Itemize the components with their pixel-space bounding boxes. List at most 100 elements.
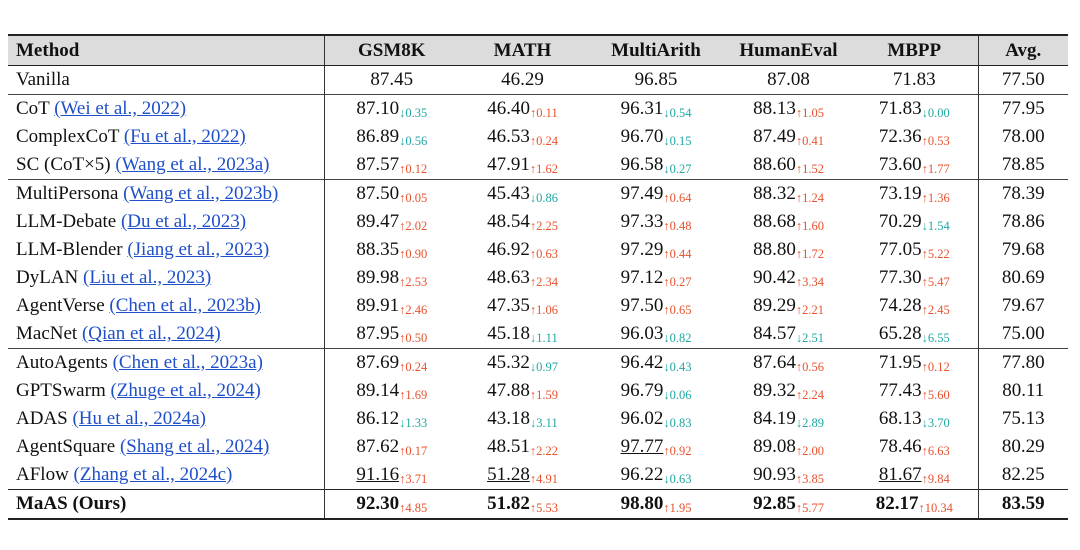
delta-decrease: ↓3.70 [921, 416, 950, 430]
score-value: 97.49 [620, 183, 664, 204]
method-cell: AFlow (Zhang et al., 2024c) [8, 461, 324, 490]
score-cell: 97.49↑0.64 [586, 179, 726, 208]
score-value: 46.40 [487, 98, 531, 119]
score-cell: 89.08↑2.00 [726, 433, 851, 461]
score-value: 88.32 [753, 183, 796, 204]
score-value: 89.91 [356, 295, 400, 316]
delta-decrease: ↓2.51 [795, 331, 824, 345]
delta-increase: ↑3.34 [795, 275, 824, 289]
delta-decrease: ↓0.06 [663, 388, 692, 402]
citation-link[interactable]: (Zhang et al., 2024c) [73, 464, 233, 485]
score-cell: 96.03↓0.82 [586, 320, 726, 349]
score-value: 97.77 [620, 436, 664, 457]
score-cell: 96.31↓0.54 [586, 94, 726, 123]
header-humaneval: HumanEval [726, 35, 851, 66]
delta-increase: ↑10.34 [918, 501, 953, 515]
delta-increase: ↑0.92 [663, 444, 692, 458]
score-value: 45.32 [487, 352, 530, 373]
score-cell: 71.95↑0.12 [851, 348, 978, 377]
score-cell: 97.50↑0.65 [586, 292, 726, 320]
delta-decrease: ↓0.27 [663, 162, 692, 176]
score-cell: 86.12↓1.33 [323, 405, 459, 433]
score-cell: 71.83↓0.00 [851, 94, 978, 123]
score-value: 77.05 [878, 239, 922, 260]
delta-decrease: ↓6.55 [921, 331, 950, 345]
score-value: 87.64 [753, 352, 796, 373]
score-value: 47.88 [487, 380, 530, 401]
score-cell: 91.16↑3.71 [323, 461, 459, 490]
score-cell: 71.83 [851, 65, 978, 95]
method-cell: AgentSquare (Shang et al., 2024) [8, 433, 324, 461]
score-value: 73.60 [878, 154, 922, 175]
score-value: 51.82 [487, 493, 530, 514]
score-cell: 96.02↓0.83 [586, 405, 726, 433]
delta-increase: ↑0.24 [529, 134, 558, 148]
score-value: 91.16 [356, 464, 400, 485]
score-cell: 87.62↑0.17 [323, 433, 459, 461]
score-cell: 45.43↓0.86 [459, 179, 586, 208]
table-header-row: Method GSM8K MATH MultiArith HumanEval M… [8, 35, 1068, 66]
score-cell: 73.60↑1.77 [851, 151, 978, 180]
delta-increase: ↑1.77 [921, 162, 950, 176]
citation-link[interactable]: (Qian et al., 2024) [81, 323, 221, 344]
citation-link[interactable]: (Fu et al., 2022) [123, 126, 246, 147]
score-value: 73.19 [878, 183, 922, 204]
score-value: 87.95 [356, 323, 400, 344]
score-cell: 70.29↓1.54 [851, 208, 978, 236]
citation-link[interactable]: (Liu et al., 2023) [83, 267, 212, 288]
score-value: 48.54 [487, 211, 530, 232]
score-value: 87.57 [356, 154, 400, 175]
score-value: 45.43 [487, 183, 530, 204]
avg-cell: 83.59 [977, 489, 1068, 519]
delta-decrease: ↓0.35 [399, 106, 428, 120]
delta-decrease: ↓2.89 [795, 416, 824, 430]
table-row: AgentSquare (Shang et al., 2024) 87.62↑0.… [8, 433, 1068, 461]
citation-link[interactable]: (Shang et al., 2024) [119, 436, 270, 457]
score-value: 47.91 [487, 154, 530, 175]
score-cell: 96.42↓0.43 [586, 348, 726, 377]
score-cell: 87.57↑0.12 [323, 151, 459, 180]
score-value: 46.92 [487, 239, 530, 260]
score-cell: 87.10↓0.35 [323, 94, 459, 123]
citation-link[interactable]: (Hu et al., 2024a) [72, 408, 206, 429]
score-value: 84.57 [753, 323, 796, 344]
citation-link[interactable]: (Wang et al., 2023b) [123, 183, 279, 204]
delta-increase: ↑2.02 [399, 219, 428, 233]
score-value: 96.22 [620, 464, 664, 485]
delta-increase: ↑2.00 [795, 444, 824, 458]
delta-increase: ↑0.11 [530, 106, 558, 120]
delta-increase: ↑4.91 [529, 472, 558, 486]
method-cell: SC (CoT×5) (Wang et al., 2023a) [8, 151, 324, 180]
citation-link[interactable]: (Jiang et al., 2023) [127, 239, 270, 260]
citation-link[interactable]: (Zhuge et al., 2024) [110, 380, 261, 401]
score-cell: 97.33↑0.48 [586, 208, 726, 236]
method-cell: ADAS (Hu et al., 2024a) [8, 405, 324, 433]
method-cell: LLM-Blender (Jiang et al., 2023) [8, 236, 324, 264]
citation-link[interactable]: (Chen et al., 2023b) [109, 295, 261, 316]
citation-link[interactable]: (Du et al., 2023) [120, 211, 247, 232]
score-value: 96.42 [620, 352, 664, 373]
delta-increase: ↑1.06 [529, 303, 558, 317]
delta-increase: ↑0.56 [795, 360, 824, 374]
score-value: 87.45 [370, 69, 414, 90]
avg-cell: 78.00 [977, 123, 1068, 151]
score-value: 48.51 [487, 436, 530, 457]
method-cell: CoT (Wei et al., 2022) [8, 94, 324, 123]
method-name: LLM-Blender [16, 239, 123, 260]
score-value: 98.80 [620, 493, 664, 514]
citation-link[interactable]: (Wei et al., 2022) [54, 98, 187, 119]
citation-link[interactable]: (Wang et al., 2023a) [115, 154, 270, 175]
delta-increase: ↑1.60 [795, 219, 824, 233]
citation-link[interactable]: (Chen et al., 2023a) [112, 352, 263, 373]
score-cell: 96.79↓0.06 [586, 377, 726, 405]
delta-increase: ↑0.50 [399, 331, 428, 345]
method-cell: MacNet (Qian et al., 2024) [8, 320, 324, 349]
score-cell: 89.29↑2.21 [726, 292, 851, 320]
score-cell: 88.60↑1.52 [726, 151, 851, 180]
score-cell: 96.58↓0.27 [586, 151, 726, 180]
delta-decrease: ↓0.56 [399, 134, 428, 148]
score-value: 88.68 [753, 211, 796, 232]
score-cell: 48.63↑2.34 [459, 264, 586, 292]
delta-increase: ↑5.77 [795, 501, 824, 515]
score-value: 89.32 [753, 380, 796, 401]
